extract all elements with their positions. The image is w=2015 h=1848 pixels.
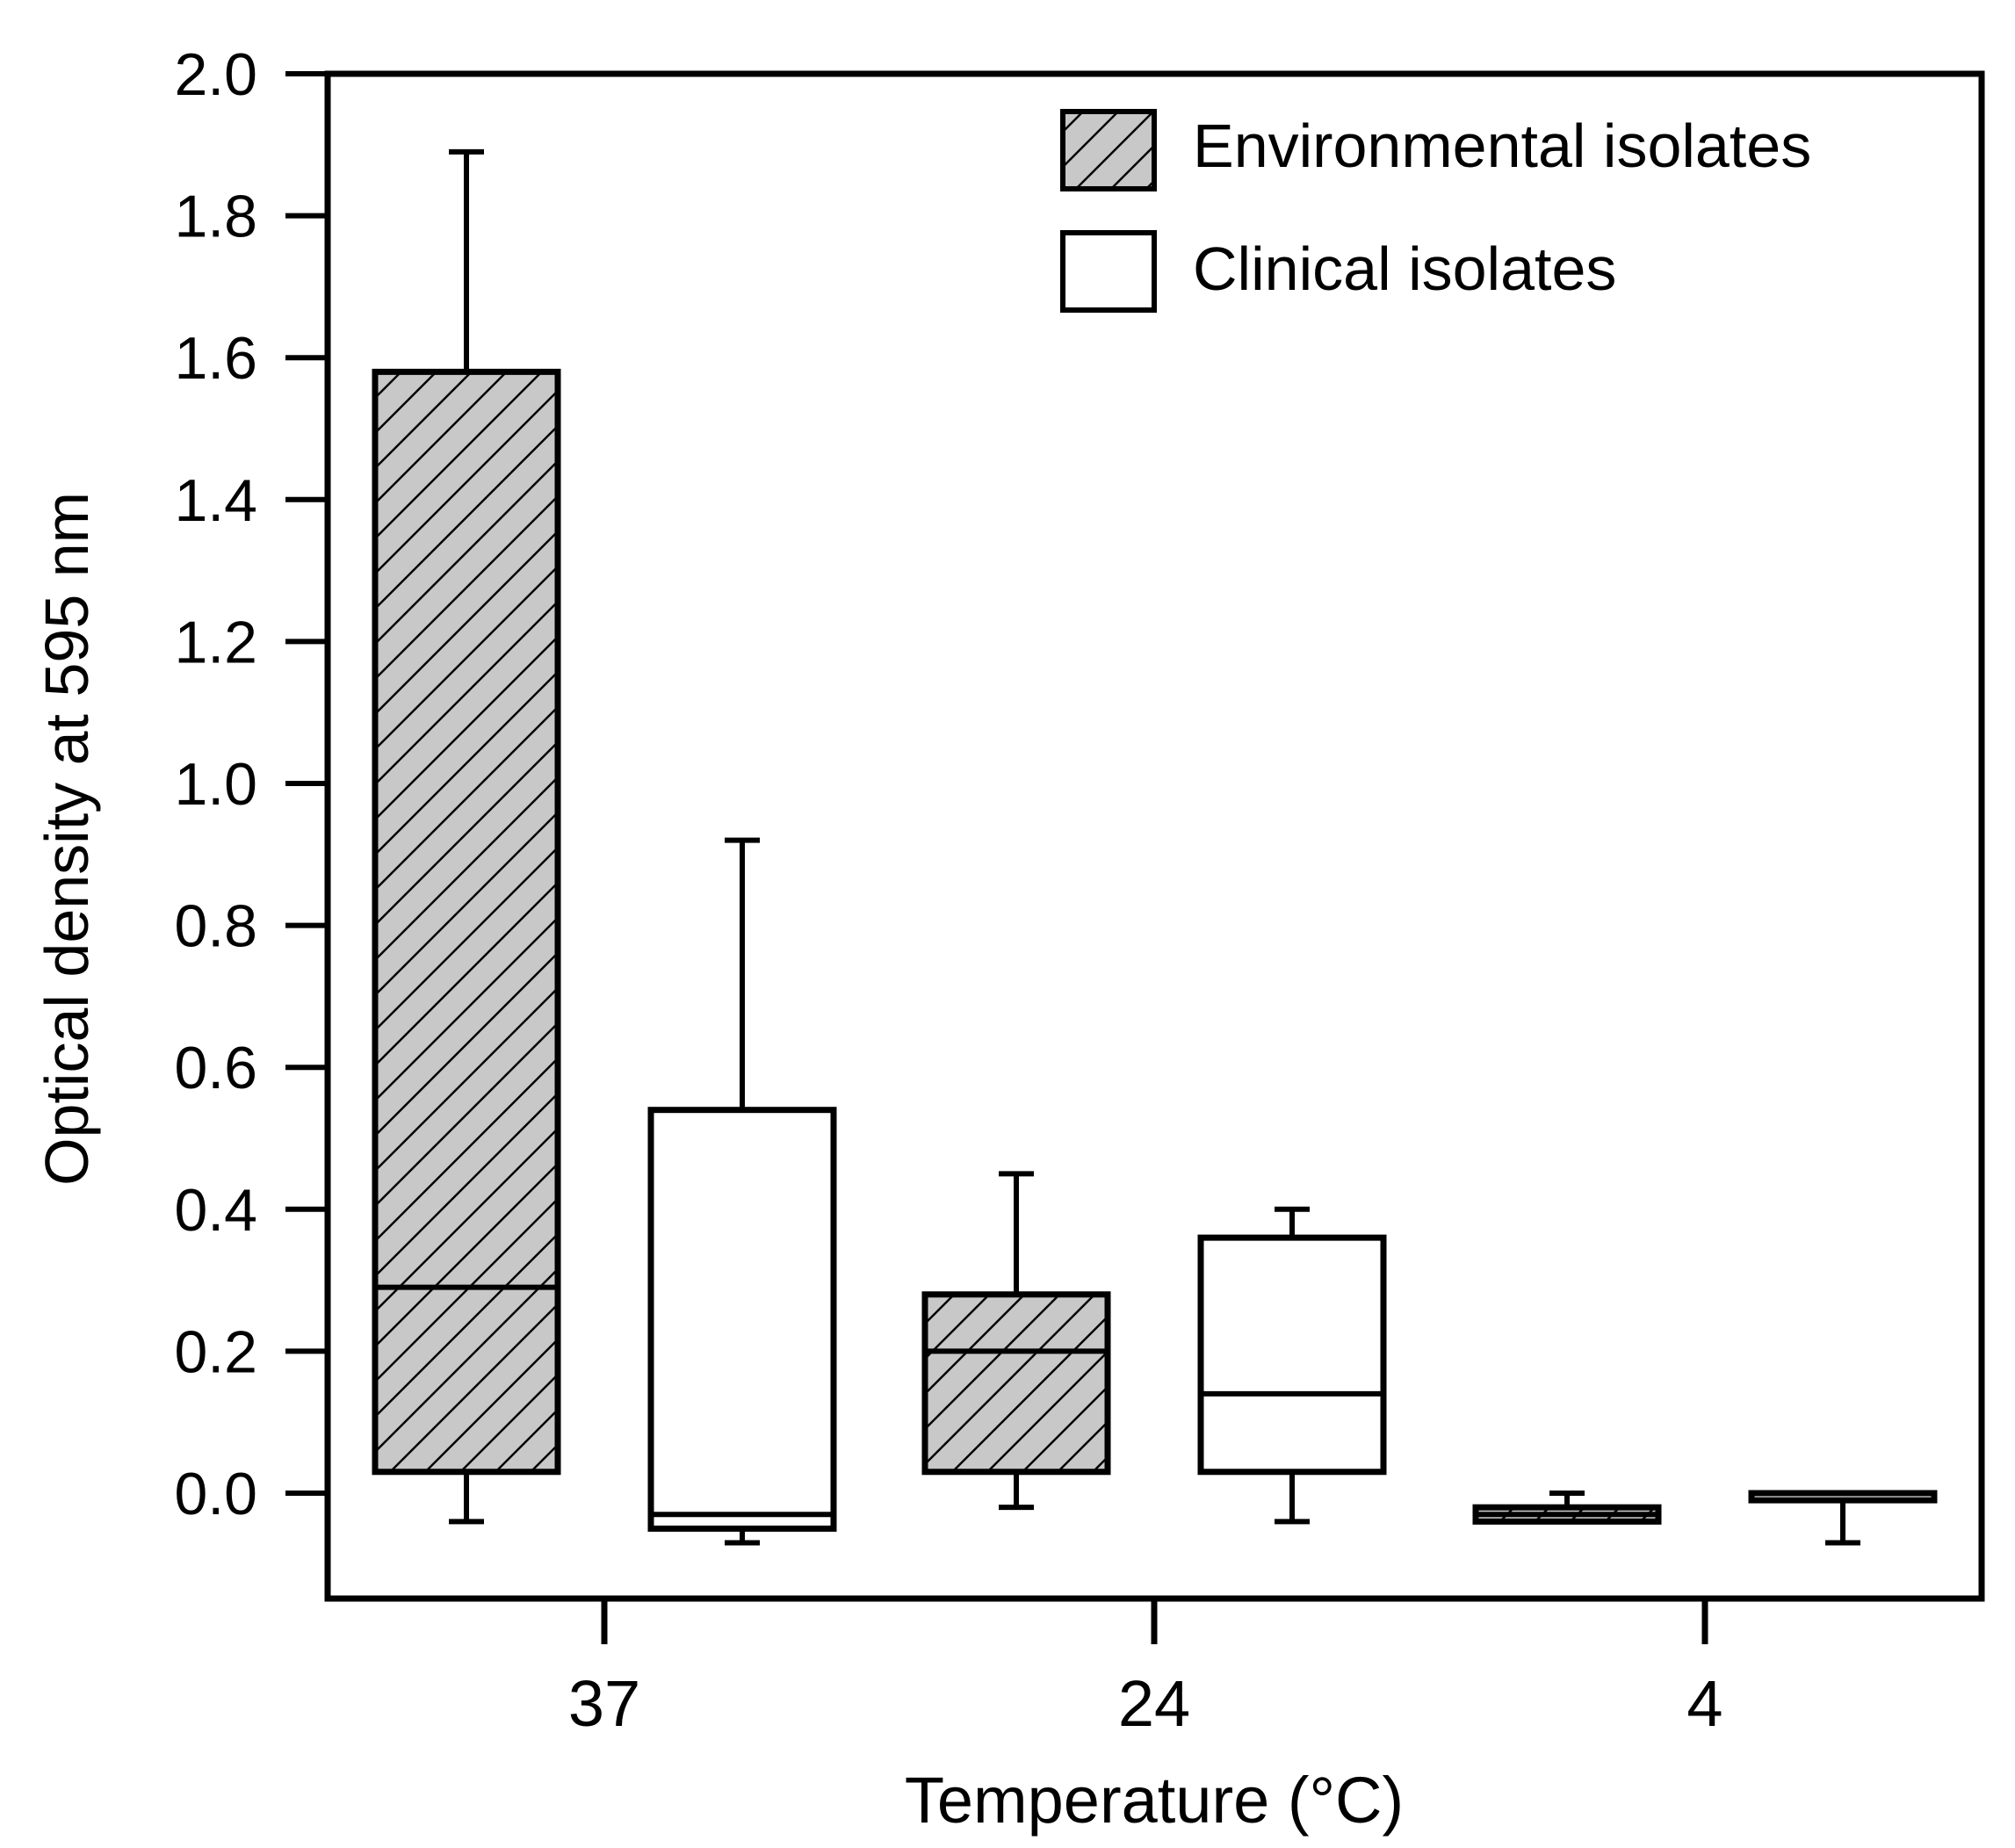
box-iqr [1197,1234,1387,1476]
x-axis: 37 24 4 [568,1599,1723,1740]
legend: Environmental isolates Clinical isolates [1060,109,1811,313]
y-tick-label: 1.2 [174,609,257,675]
y-tick-label: 2.0 [174,41,257,108]
box-iqr [647,1107,837,1532]
y-tick-label: 0.2 [174,1318,257,1385]
y-tick-label: 0.6 [174,1035,257,1101]
x-tick-label: 4 [1686,1667,1722,1740]
box-series-group [372,148,1938,1546]
legend-swatch-environmental [1060,109,1157,191]
y-tick-label: 0.8 [174,893,257,960]
y-tick-label: 1.0 [174,751,257,818]
box-clinical-4 [1748,1490,1938,1546]
box-iqr [921,1291,1111,1476]
y-tick-label: 0.4 [174,1177,257,1244]
box-environmental-4 [1472,1491,1662,1525]
y-tick-label: 1.6 [174,325,257,392]
x-tick-label: 24 [1118,1667,1190,1740]
y-tick-label: 0.0 [174,1461,257,1527]
y-tick-label: 1.4 [174,467,257,534]
y-axis-label: Optical density at 595 nm [32,492,101,1186]
legend-swatch-clinical [1060,230,1157,313]
x-tick-label: 37 [568,1667,640,1740]
box-environmental-24 [921,1171,1111,1511]
x-axis-label: Temperature (°C) [905,1764,1404,1837]
y-tick-label: 1.8 [174,184,257,250]
box-iqr [372,368,561,1476]
legend-label-environmental: Environmental isolates [1193,112,1811,180]
box-clinical-24 [1197,1206,1387,1525]
y-axis: 0.0 0.2 0.4 0.6 0.8 1.0 1.2 1.4 1.6 1.8 2.0 [174,41,328,1527]
box-environmental-37 [372,148,561,1525]
box-clinical-37 [647,837,837,1546]
legend-label-clinical: Clinical isolates [1193,235,1616,303]
